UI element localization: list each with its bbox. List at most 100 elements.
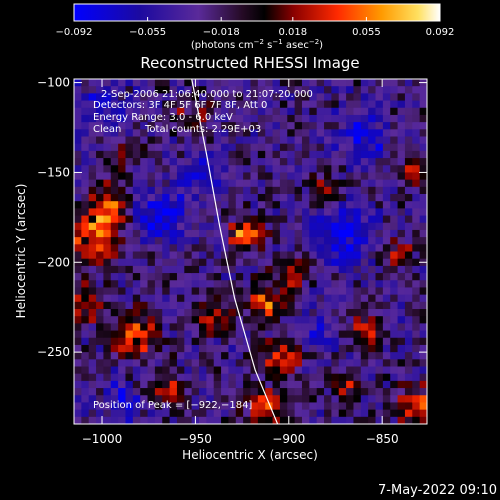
- heatmap-cell: [147, 280, 156, 289]
- heatmap-cell: [103, 179, 112, 188]
- heatmap-cell: [360, 273, 369, 281]
- heatmap-cell: [272, 366, 281, 375]
- heatmap-cell: [125, 316, 134, 324]
- heatmap-cell: [397, 186, 406, 195]
- heatmap-cell: [382, 402, 391, 411]
- heatmap-cell: [419, 380, 427, 389]
- heatmap-cell: [265, 172, 274, 181]
- heatmap-cell: [118, 352, 127, 360]
- heatmap-cell: [206, 294, 215, 303]
- heatmap-cell: [368, 258, 377, 267]
- heatmap-cell: [397, 373, 406, 382]
- heatmap-cell: [154, 208, 163, 217]
- heatmap-cell: [169, 373, 178, 382]
- heatmap-cell: [103, 323, 112, 332]
- heatmap-cell: [96, 172, 105, 181]
- heatmap-cell: [110, 186, 119, 195]
- heatmap-cell: [162, 107, 171, 116]
- heatmap-cell: [294, 158, 303, 166]
- heatmap-cell: [265, 301, 274, 310]
- heatmap-cell: [191, 316, 200, 324]
- heatmap-cell: [257, 186, 266, 195]
- heatmap-cell: [96, 136, 105, 145]
- heatmap-cell: [419, 316, 427, 324]
- heatmap-cell: [338, 309, 347, 317]
- heatmap-cell: [331, 323, 340, 332]
- heatmap-cell: [316, 201, 325, 209]
- heatmap-cell: [81, 373, 90, 382]
- heatmap-cell: [287, 150, 296, 159]
- heatmap-cell: [419, 229, 427, 238]
- heatmap-cell: [360, 172, 369, 181]
- heatmap-cell: [176, 316, 185, 324]
- heatmap-cell: [125, 86, 134, 94]
- heatmap-cell: [338, 409, 347, 418]
- heatmap-cell: [368, 251, 377, 260]
- heatmap-cell: [235, 107, 244, 116]
- heatmap-cell: [213, 323, 222, 332]
- heatmap-cell: [221, 129, 230, 138]
- heatmap-cell: [103, 229, 112, 238]
- heatmap-cell: [309, 337, 318, 346]
- colorbar-unit-label: (photons cm−2 s−1 asec−2): [191, 38, 323, 51]
- heatmap-cell: [272, 194, 281, 202]
- heatmap-cell: [169, 208, 178, 217]
- heatmap-cell: [96, 93, 105, 102]
- heatmap-cell: [199, 208, 207, 217]
- heatmap-cell: [206, 352, 215, 360]
- heatmap-cell: [419, 107, 427, 116]
- heatmap-cell: [184, 359, 193, 368]
- heatmap-cell: [324, 337, 332, 346]
- heatmap-cell: [235, 194, 244, 202]
- heatmap-cell: [324, 273, 332, 281]
- heatmap-cell: [243, 388, 252, 396]
- heatmap-cell: [88, 86, 97, 94]
- heatmap-cell: [132, 237, 141, 245]
- heatmap-cell: [162, 287, 171, 296]
- heatmap-cell: [404, 395, 413, 404]
- heatmap-cell: [74, 150, 82, 159]
- heatmap-cell: [140, 294, 149, 303]
- heatmap-cell: [169, 287, 178, 296]
- heatmap-cell: [125, 93, 134, 102]
- heatmap-cell: [228, 201, 237, 209]
- heatmap-cell: [250, 330, 259, 339]
- heatmap-cell: [382, 416, 391, 424]
- heatmap-cell: [81, 294, 90, 303]
- heatmap-cell: [81, 344, 90, 353]
- heatmap-cell: [228, 165, 237, 174]
- heatmap-cell: [162, 273, 171, 281]
- heatmap-cell: [213, 179, 222, 188]
- heatmap-cell: [397, 122, 406, 130]
- heatmap-cell: [324, 79, 332, 87]
- heatmap-cell: [118, 416, 127, 424]
- heatmap-cell: [184, 114, 193, 123]
- heatmap-cell: [125, 395, 134, 404]
- heatmap-cell: [140, 366, 149, 375]
- heatmap-cell: [338, 143, 347, 152]
- heatmap-cell: [199, 100, 207, 109]
- heatmap-cell: [279, 179, 288, 188]
- heatmap-cell: [287, 194, 296, 202]
- heatmap-cell: [228, 194, 237, 202]
- heatmap-cell: [316, 344, 325, 353]
- heatmap-cell: [221, 388, 230, 396]
- heatmap-cell: [309, 165, 318, 174]
- heatmap-cell: [390, 244, 399, 253]
- heatmap-cell: [206, 215, 215, 224]
- heatmap-cell: [81, 265, 90, 274]
- heatmap-cell: [235, 215, 244, 224]
- heatmap-cell: [419, 409, 427, 418]
- heatmap-cell: [169, 380, 178, 389]
- heatmap-cell: [301, 416, 310, 424]
- heatmap-cell: [382, 265, 391, 274]
- heatmap-cell: [360, 100, 369, 109]
- heatmap-cell: [272, 143, 281, 152]
- heatmap-cell: [412, 208, 421, 217]
- heatmap-cell: [132, 129, 141, 138]
- heatmap-cell: [309, 150, 318, 159]
- heatmap-cell: [419, 388, 427, 396]
- heatmap-cell: [74, 337, 82, 346]
- heatmap-cell: [221, 244, 230, 253]
- heatmap-cell: [375, 222, 384, 231]
